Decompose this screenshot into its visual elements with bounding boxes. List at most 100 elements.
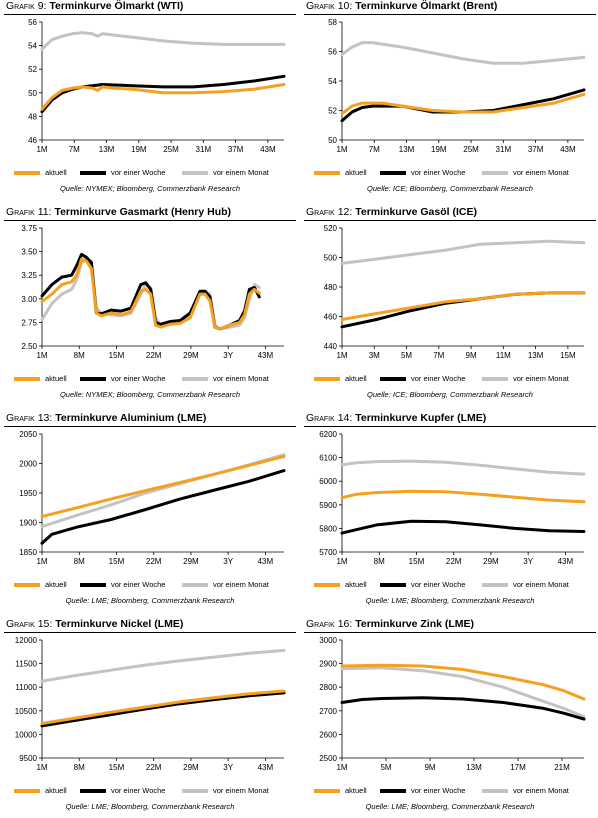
title-rule [4,14,296,15]
x-tick-label: 29M [183,351,199,360]
legend-swatch [80,788,106,793]
legend-swatch [380,582,406,587]
chart-panel: Grafik 16: Terminkurve Zink (LME) 2500 260… [304,618,596,818]
y-tick-label: 2500 [319,754,337,763]
title-rule [4,220,296,221]
chart-number: Grafik 12: [306,206,356,218]
chart-title-text: Terminkurve Kupfer (LME) [355,412,487,424]
legend-item: vor einem Monat [182,786,269,795]
source-note: Quelle: LME; Bloomberg, Commerzbank Rese… [365,596,535,605]
chart-panel: Grafik 9: Terminkurve Ölmarkt (WTI) 46 48 5… [4,0,296,200]
x-tick-label: 3Y [223,557,233,566]
series-line-aktuell [40,257,261,331]
chart-title: Grafik 11: Terminkurve Gasmarkt (Henry H… [6,206,231,218]
legend-item: vor einer Woche [80,580,165,589]
series-line-monat [340,666,586,719]
x-tick-label: 15M [109,351,125,360]
x-tick-label: 13M [399,145,415,154]
legend-item: aktuell [14,786,67,795]
legend-swatch [314,170,340,175]
legend-swatch [182,788,208,793]
line-chart: 2500 2600 2700 2800 2900 3000 1M 5M 9M 13M 17M 21M [319,636,586,772]
chart-number: Grafik 9: [6,0,50,12]
chart-title-text: Terminkurve Aluminium (LME) [55,412,207,424]
legend-swatch [14,170,40,175]
x-tick-label: 43M [560,145,576,154]
legend-swatch [380,788,406,793]
chart-title-text: Terminkurve Nickel (LME) [55,618,184,630]
chart-panel: Grafik 11: Terminkurve Gasmarkt (Henry H… [4,206,296,406]
legend-swatch [80,376,106,381]
x-tick-label: 9M [424,763,435,772]
chart-number: Grafik 14: [306,412,356,424]
legend-label: vor einem Monat [513,786,569,795]
series-line-monat [340,459,586,476]
legend-item: vor einem Monat [182,374,269,383]
x-tick-label: 43M [258,557,274,566]
line-chart: 440 460 480 500 520 1M 3M 5M 7M 9M 11M 13M 15M [324,224,586,360]
title-rule [304,426,596,427]
y-tick-label: 3000 [319,636,337,645]
y-tick-label: 10000 [15,730,38,739]
legend-item: vor einem Monat [182,580,269,589]
x-tick-label: 9M [466,351,477,360]
x-tick-label: 8M [374,557,385,566]
chart-title: Grafik 13: Terminkurve Aluminium (LME) [6,412,206,424]
legend-label: vor einem Monat [213,580,269,589]
y-tick-label: 11500 [15,660,37,669]
legend-item: vor einer Woche [380,168,465,177]
legend-item: vor einer Woche [80,786,165,795]
y-tick-label: 2900 [319,660,337,669]
chart-number: Grafik 11: [6,206,55,218]
x-tick-label: 7M [369,145,380,154]
x-tick-label: 15M [409,557,425,566]
legend: aktuell vor einer Woche vor einem Monat [314,786,594,800]
legend-item: aktuell [314,580,367,589]
x-tick-label: 3M [369,351,380,360]
legend-label: aktuell [45,374,67,383]
series-line-monat [40,31,286,51]
legend-label: vor einer Woche [411,374,466,383]
x-tick-label: 15M [109,763,125,772]
x-tick-label: 29M [183,557,199,566]
y-tick-label: 11000 [15,683,37,692]
x-tick-label: 3Y [223,351,233,360]
y-tick-label: 6200 [319,430,337,439]
legend-label: aktuell [345,374,367,383]
y-tick-label: 12000 [15,636,38,645]
legend-item: aktuell [14,580,67,589]
title-rule [4,632,296,633]
y-tick-label: 52 [28,65,37,74]
series-line-monat [340,239,586,265]
legend: aktuell vor einer Woche vor einem Monat [314,168,594,182]
series-line-aktuell [340,489,586,504]
x-tick-label: 5M [401,351,412,360]
legend-swatch [80,582,106,587]
y-tick-label: 1900 [19,519,37,528]
chart-title-text: Terminkurve Zink (LME) [355,618,475,630]
x-tick-label: 19M [131,145,147,154]
series-line-woche [40,469,286,545]
x-tick-label: 22M [146,351,162,360]
x-tick-label: 1M [336,763,347,772]
legend-swatch [14,788,40,793]
y-tick-label: 48 [28,112,37,121]
chart-panel: Grafik 13: Terminkurve Aluminium (LME) 18… [4,412,296,612]
y-tick-label: 2700 [319,707,337,716]
x-tick-label: 15M [560,351,576,360]
y-tick-label: 1950 [19,489,37,498]
source-note: Quelle: ICE; Bloomberg, Commerzbank Rese… [367,390,533,399]
series-line-aktuell [340,663,586,701]
legend-label: vor einer Woche [111,580,166,589]
source-note: Quelle: NYMEX; Bloomberg, Commerzbank Re… [59,184,241,193]
legend-label: vor einem Monat [213,786,269,795]
x-tick-label: 8M [74,557,85,566]
y-tick-label: 2000 [19,460,37,469]
legend-swatch [314,788,340,793]
legend-label: vor einer Woche [411,168,466,177]
source-note: Quelle: LME; Bloomberg, Commerzbank Rese… [65,802,235,811]
series-line-woche [340,519,586,535]
chart-title: Grafik 10: Terminkurve Ölmarkt (Brent) [306,0,497,12]
x-tick-label: 22M [146,557,162,566]
x-tick-label: 8M [74,351,85,360]
